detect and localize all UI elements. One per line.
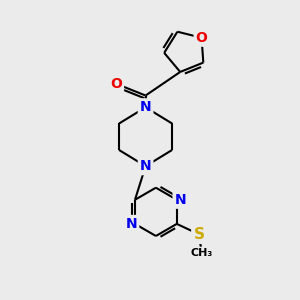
Text: O: O xyxy=(110,77,122,91)
Text: N: N xyxy=(175,193,186,207)
Text: N: N xyxy=(140,100,152,114)
Text: N: N xyxy=(126,217,137,231)
Text: N: N xyxy=(140,159,152,173)
Text: S: S xyxy=(194,227,204,242)
Text: O: O xyxy=(196,31,208,45)
Text: CH₃: CH₃ xyxy=(191,248,213,258)
